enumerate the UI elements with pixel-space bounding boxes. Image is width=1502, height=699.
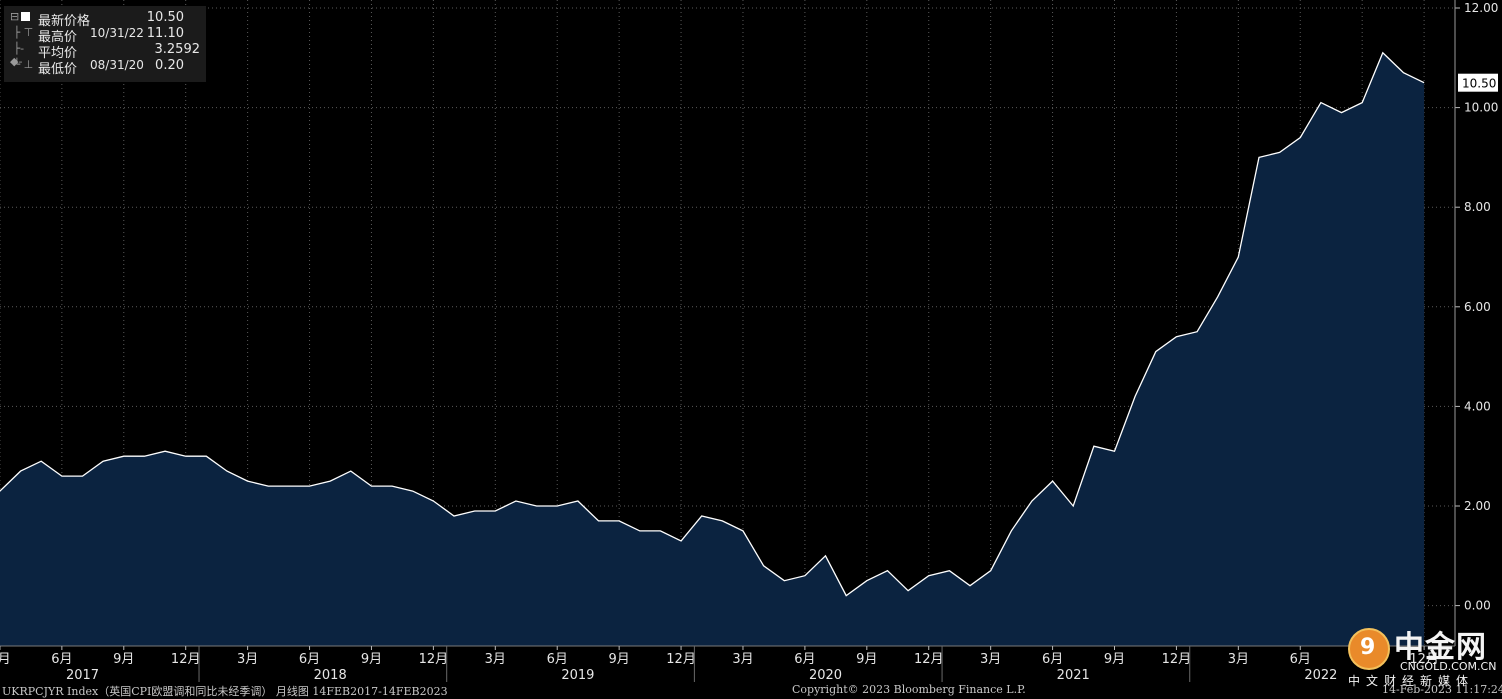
- y-tick-label: 0.00: [1464, 599, 1491, 613]
- legend-avg-value: 3.2592: [155, 42, 201, 57]
- y-tick-label: 10.00: [1464, 101, 1498, 115]
- x-tick-label: 12月: [419, 652, 449, 667]
- chart: 12.00 10.00 8.00 6.00 4.00 2.00 0.00 10.50 3月 6月 9…: [0, 0, 1502, 682]
- y-tick-label: 4.00: [1464, 399, 1491, 413]
- legend-high-value: 11.10: [147, 26, 184, 41]
- x-tick-label: 3月: [237, 652, 258, 667]
- legend-last-marker-icon: ⊟: [10, 10, 34, 26]
- x-tick-label: 9月: [856, 652, 877, 667]
- footer-copyright: Copyright© 2023 Bloomberg Finance L.P.: [792, 683, 1026, 696]
- legend-box: ⊟ 最新价格 10.50 ├ ⊤ 最高价 10/31/22 11.10 ├-◆-…: [4, 6, 206, 82]
- x-tick-label: 9月: [1104, 652, 1125, 667]
- x-tick-label: 6月: [794, 652, 815, 667]
- cpi-area: [0, 53, 1424, 646]
- x-tick-label: 12月: [914, 652, 944, 667]
- x-year-label: 2018: [314, 668, 347, 682]
- x-tick-label: 9月: [361, 652, 382, 667]
- footer-ticker-text: UKRPCJYR Index（英国CPI欧盟调和同比未经季调） 月线图 14FE…: [2, 683, 448, 699]
- x-tick-label: 12月: [171, 652, 201, 667]
- legend-high-date: 10/31/22: [90, 26, 144, 40]
- legend-row-avg: ├-◆- 平均价 3.2592: [4, 42, 206, 58]
- legend-row-last: ⊟ 最新价格 10.50: [4, 10, 206, 26]
- last-value-tag-label: 10.50: [1462, 77, 1496, 91]
- watermark-coin-icon: 9: [1348, 628, 1390, 670]
- x-tick-label: 6月: [51, 652, 72, 667]
- x-year-label: 2020: [809, 668, 842, 682]
- legend-avg-marker-icon: ├-◆-: [10, 42, 34, 58]
- x-tick-label: 9月: [608, 652, 629, 667]
- x-tick-label: 12月: [1162, 652, 1192, 667]
- x-tick-label: 6月: [299, 652, 320, 667]
- x-tick-label: 3月: [732, 652, 753, 667]
- legend-low-marker-icon: └ ⊥: [10, 58, 34, 74]
- x-tick-label: 6月: [1042, 652, 1063, 667]
- legend-low-value: 0.20: [155, 58, 184, 73]
- legend-row-high: ├ ⊤ 最高价 10/31/22 11.10: [4, 26, 206, 42]
- watermark-subtitle: 中文财经新媒体: [1348, 672, 1474, 689]
- x-year-label: 2021: [1057, 668, 1090, 682]
- legend-low-label: 最低价: [38, 58, 77, 77]
- y-tick-label: 8.00: [1464, 200, 1491, 214]
- x-tick-label: 6月: [1290, 652, 1311, 667]
- x-tick-label: 3月: [980, 652, 1001, 667]
- x-year-label: 2019: [561, 668, 594, 682]
- x-tick-label: 12月: [666, 652, 696, 667]
- y-tick-label: 2.00: [1464, 499, 1491, 513]
- footer-bar: UKRPCJYR Index（英国CPI欧盟调和同比未经季调） 月线图 14FE…: [0, 682, 1502, 698]
- x-year-label: 2022: [1304, 668, 1337, 682]
- x-tick-label: 6月: [547, 652, 568, 667]
- watermark-logo: 9 中金网 CNGOLD.COM.CN 中文财经新媒体: [1344, 624, 1494, 684]
- legend-high-marker-icon: ├ ⊤: [10, 26, 34, 42]
- x-year-label: 2017: [66, 668, 99, 682]
- x-tick-label: 9月: [113, 652, 134, 667]
- legend-last-value: 10.50: [147, 10, 184, 25]
- y-tick-label: 12.00: [1464, 1, 1498, 15]
- legend-low-date: 08/31/20: [90, 58, 144, 72]
- x-tick-label: 3月: [1228, 652, 1249, 667]
- x-tick-label: 3月: [0, 652, 11, 667]
- legend-row-low: └ ⊥ 最低价 08/31/20 0.20: [4, 58, 206, 74]
- y-tick-label: 6.00: [1464, 300, 1491, 314]
- x-tick-label: 3月: [485, 652, 506, 667]
